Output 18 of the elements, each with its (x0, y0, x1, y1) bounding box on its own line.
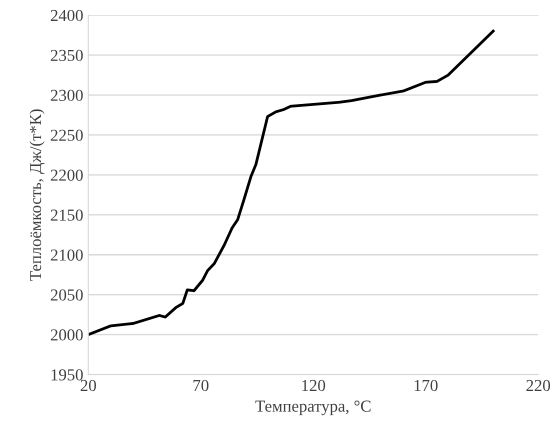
y-tick-label: 2250 (50, 130, 83, 141)
y-tick-label: 2300 (50, 90, 83, 101)
x-tick-label: 120 (302, 380, 326, 392)
x-tick-label: 20 (80, 380, 96, 392)
x-axis-title: Температура, °C (255, 400, 371, 416)
y-tick-label: 2050 (50, 289, 83, 301)
x-tick-label: 70 (194, 380, 208, 392)
y-tick-label: 2150 (50, 210, 83, 221)
line-series (88, 30, 495, 336)
y-tick-label: 2100 (50, 249, 83, 261)
y-tick-label: 2200 (50, 170, 83, 181)
y-axis-title: Теплоёмкость, Дж/(т*К) (29, 109, 45, 281)
y-tick-label: 2350 (50, 50, 83, 62)
y-tick-label: 2000 (50, 329, 83, 341)
y-tick-label: 1950 (52, 369, 83, 380)
x-tick-label: 170 (414, 380, 438, 392)
x-tick-label: 220 (526, 380, 550, 392)
y-tick-label: 2400 (50, 10, 83, 22)
